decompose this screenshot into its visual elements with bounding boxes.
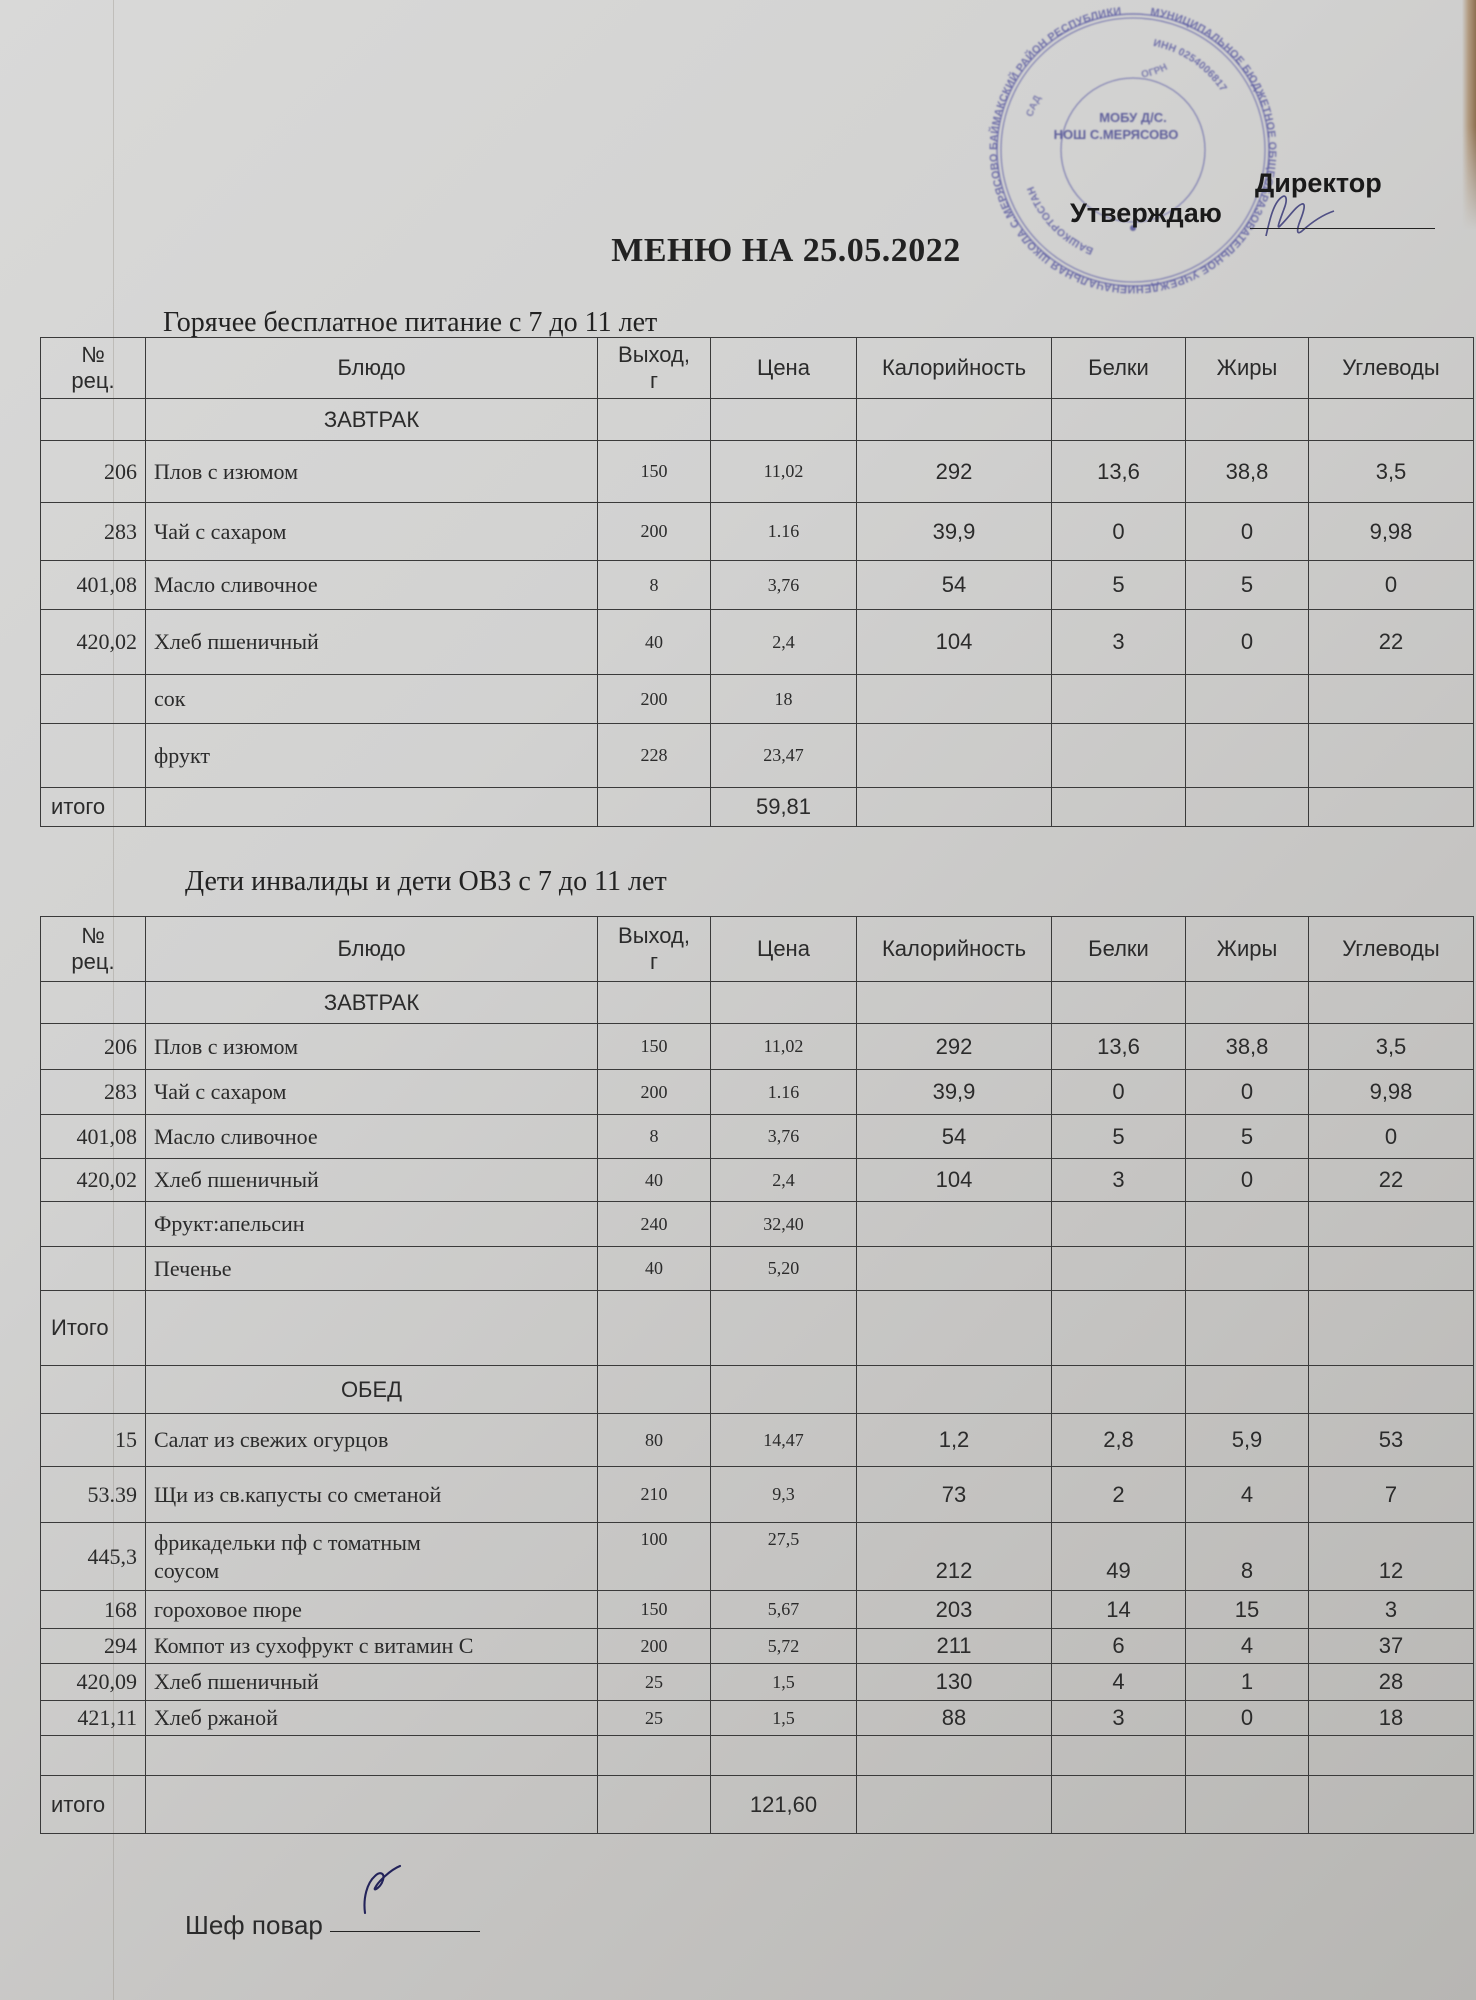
- svg-text:МУНИЦИПАЛЬНОЕ БЮДЖЕТНОЕ ОБЩЕОБ: МУНИЦИПАЛЬНОЕ БЮДЖЕТНОЕ ОБЩЕОБРАЗОВАТЕЛЬ…: [1119, 6, 1278, 295]
- svg-text:НОШ С.МЕРЯСОВО: НОШ С.МЕРЯСОВО: [1054, 127, 1179, 142]
- svg-text:ОГРН: ОГРН: [1140, 62, 1169, 81]
- svg-text:МОБУ Д/С.: МОБУ Д/С.: [1099, 110, 1167, 125]
- svg-text:НАЧАЛЬНАЯ ШКОЛА С.МЕРЯСОВО БАЙ: НАЧАЛЬНАЯ ШКОЛА С.МЕРЯСОВО БАЙМАКСКИЙ РА…: [988, 5, 1122, 294]
- svg-text:САД: САД: [1025, 94, 1044, 119]
